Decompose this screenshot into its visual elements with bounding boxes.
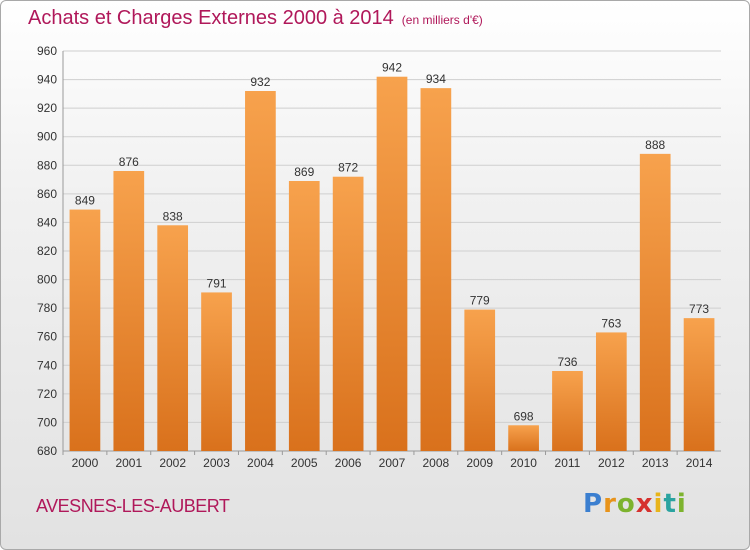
chart-title-text: Achats et Charges Externes 2000 à 2014	[28, 7, 394, 29]
data-label: 849	[75, 194, 95, 208]
y-tick-label: 880	[37, 158, 57, 172]
bar	[683, 318, 715, 451]
x-tick-label: 2011	[555, 456, 581, 470]
data-label: 888	[645, 138, 665, 152]
y-tick-label: 900	[37, 130, 57, 144]
x-tick-label: 2003	[203, 456, 230, 470]
x-tick-label: 2006	[335, 456, 362, 470]
x-tick-label: 2005	[291, 456, 318, 470]
chart-subtitle: (en milliers d'€)	[401, 13, 483, 27]
data-label: 932	[250, 75, 270, 89]
data-label: 942	[382, 61, 402, 75]
bar	[508, 425, 539, 451]
logo-letter: i	[653, 489, 664, 519]
bar	[113, 171, 145, 451]
data-label: 934	[426, 72, 446, 86]
y-tick-label: 780	[37, 301, 57, 315]
y-tick-label: 720	[37, 387, 57, 401]
x-tick-label: 2001	[115, 456, 142, 470]
data-label: 838	[163, 209, 183, 223]
data-label: 779	[470, 294, 490, 308]
chart-title: Achats et Charges Externes 2000 à 2014 (e…	[28, 7, 483, 30]
x-tick-label: 2013	[642, 456, 669, 470]
y-tick-label: 840	[37, 215, 57, 229]
y-tick-label: 920	[37, 101, 57, 115]
x-tick-label: 2002	[159, 456, 186, 470]
bar	[245, 91, 276, 451]
y-tick-label: 680	[37, 444, 57, 458]
x-tick-label: 2010	[510, 456, 537, 470]
y-tick-label: 820	[37, 244, 57, 258]
commune-name: AVESNES-LES-AUBERT	[36, 496, 230, 516]
data-label: 872	[338, 161, 358, 175]
y-tick-label: 740	[37, 358, 57, 372]
data-label: 773	[689, 302, 709, 316]
data-label: 791	[207, 276, 227, 290]
x-tick-label: 2000	[72, 456, 99, 470]
data-labels: 849 876 838 791 932 869 872 942 934 779 698 736 763 8…	[75, 61, 709, 424]
bar	[420, 88, 452, 452]
x-tick-label: 2008	[423, 456, 450, 470]
logo-letter: o	[616, 489, 636, 519]
y-tick-label: 960	[37, 44, 57, 58]
bar	[201, 292, 232, 451]
logo-letter: t	[663, 489, 677, 519]
data-label: 876	[119, 155, 139, 169]
bar	[157, 225, 189, 451]
y-tick-label: 800	[37, 273, 57, 287]
x-tick-label: 2014	[686, 456, 713, 470]
logo-letter: i	[676, 489, 687, 519]
proxiti-logo: Proxiti	[583, 489, 687, 519]
x-tick-label: 2004	[247, 456, 274, 470]
x-tick-label: 2012	[598, 456, 625, 470]
logo-letter: P	[583, 489, 604, 519]
logo-letter: r	[603, 489, 617, 519]
data-label: 698	[514, 409, 534, 423]
bar	[69, 209, 101, 451]
bar	[288, 181, 320, 451]
y-tick-label: 700	[37, 415, 57, 429]
bar	[376, 76, 408, 451]
data-label: 869	[294, 165, 314, 179]
data-label: 763	[601, 316, 621, 330]
x-tick-label: 2009	[466, 456, 493, 470]
data-label: 736	[557, 355, 577, 369]
logo-letter: x	[635, 489, 654, 519]
bar	[332, 176, 364, 451]
bar	[464, 309, 496, 451]
y-tick-label: 860	[37, 187, 57, 201]
y-tick-label: 760	[37, 330, 57, 344]
bars	[69, 76, 715, 452]
y-tick-label: 940	[37, 73, 57, 87]
bar	[552, 371, 583, 451]
bar	[595, 332, 627, 451]
bar	[639, 153, 671, 451]
x-tick-label: 2007	[379, 456, 406, 470]
